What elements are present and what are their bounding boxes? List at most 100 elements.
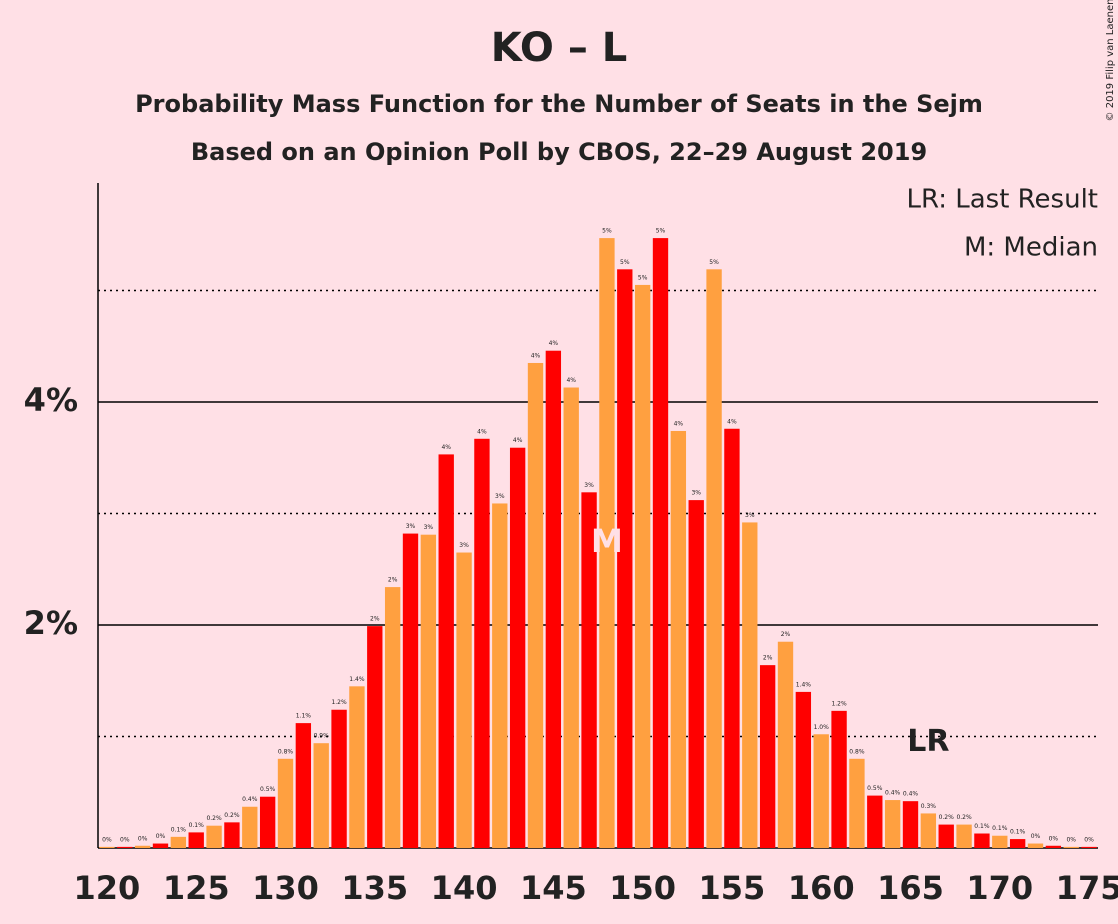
y-tick-label: 2% <box>24 604 78 642</box>
x-tick-label: 145 <box>520 869 587 907</box>
value-label: 3% <box>424 524 434 531</box>
bar <box>206 825 222 848</box>
x-tick-label: 160 <box>788 869 855 907</box>
value-label: 0% <box>138 835 148 842</box>
bar <box>724 428 740 848</box>
value-label: 0.9% <box>314 733 330 740</box>
value-label: 0% <box>1066 836 1076 843</box>
bar <box>438 454 454 848</box>
value-label: 5% <box>656 228 666 235</box>
bar <box>313 743 329 848</box>
bar <box>795 691 812 848</box>
value-label: 0% <box>120 836 130 843</box>
bar <box>509 447 526 848</box>
x-tick-label: 120 <box>74 869 141 907</box>
value-label: 3% <box>406 523 416 530</box>
bar <box>474 438 490 848</box>
x-tick-label: 150 <box>609 869 676 907</box>
value-label: 2% <box>763 655 773 662</box>
value-label: 3% <box>459 542 469 549</box>
value-label: 0.8% <box>278 748 294 755</box>
value-label: 0.1% <box>189 822 205 829</box>
value-label: 3% <box>691 490 701 497</box>
value-label: 2% <box>370 616 380 623</box>
bar <box>617 269 633 848</box>
bar <box>134 845 151 848</box>
bar <box>563 387 579 848</box>
value-label: 1.1% <box>296 713 312 720</box>
subtitle: Based on an Opinion Poll by CBOS, 22–29 … <box>191 138 927 166</box>
bar <box>670 430 687 848</box>
bar <box>742 522 758 848</box>
x-tick-label: 130 <box>252 869 319 907</box>
value-label: 0.1% <box>974 823 990 830</box>
bar <box>938 824 954 848</box>
value-label: 0.8% <box>849 748 865 755</box>
x-tick-label: 140 <box>431 869 498 907</box>
legend-entry: LR: Last Result <box>906 185 1098 215</box>
bar <box>420 534 437 848</box>
bar <box>259 796 276 848</box>
x-tick-label: 135 <box>341 869 408 907</box>
bar <box>456 552 472 848</box>
value-label: 0.5% <box>867 785 883 792</box>
value-label: 0% <box>102 836 112 843</box>
value-label: 4% <box>477 428 487 435</box>
x-tick-label: 155 <box>699 869 766 907</box>
bar <box>492 503 508 848</box>
value-label: 0.5% <box>260 786 276 793</box>
value-label: 0% <box>1084 836 1094 843</box>
bar <box>117 846 133 848</box>
value-label: 3% <box>584 482 594 489</box>
value-label: 1.2% <box>331 699 347 706</box>
bar <box>188 832 204 848</box>
value-label: 0.2% <box>939 814 955 821</box>
value-label: 1.2% <box>831 700 847 707</box>
bar <box>170 836 187 848</box>
bar <box>992 835 1008 848</box>
value-label: 0.1% <box>171 826 187 833</box>
bar <box>242 806 258 848</box>
bar <box>706 269 722 848</box>
bar <box>1081 846 1097 848</box>
bar <box>634 284 651 848</box>
value-label: 4% <box>727 418 737 425</box>
bar <box>527 362 544 848</box>
bar <box>545 350 562 848</box>
bar <box>152 843 169 848</box>
bar <box>777 641 794 848</box>
value-label: 3% <box>495 493 505 500</box>
bar <box>652 238 669 849</box>
bar <box>402 533 419 848</box>
bar <box>581 492 597 848</box>
value-label: 4% <box>549 340 559 347</box>
median-marker: M <box>591 522 623 560</box>
bar <box>902 801 919 848</box>
value-label: 5% <box>638 274 648 281</box>
bar <box>831 710 847 848</box>
value-label: 0.4% <box>242 796 258 803</box>
value-label: 3% <box>745 512 755 519</box>
value-label: 4% <box>441 444 451 451</box>
value-label: 0.1% <box>992 825 1008 832</box>
value-label: 0% <box>1049 835 1059 842</box>
subtitle: Probability Mass Function for the Number… <box>135 90 983 118</box>
value-label: 4% <box>674 420 684 427</box>
value-label: 2% <box>388 577 398 584</box>
bar <box>867 795 883 848</box>
bar <box>1045 845 1062 848</box>
value-label: 2% <box>781 631 791 638</box>
bar <box>884 800 901 848</box>
x-tick-label: 125 <box>163 869 230 907</box>
bar <box>224 822 240 848</box>
value-label: 0% <box>156 833 166 840</box>
value-label: 0.4% <box>903 791 919 798</box>
chart-title: KO – L <box>491 25 628 71</box>
bar <box>813 734 829 848</box>
value-label: 0.3% <box>921 803 937 810</box>
bar <box>349 686 365 848</box>
last-result-marker: LR <box>907 724 949 759</box>
bar <box>688 500 704 848</box>
bar <box>920 813 937 848</box>
